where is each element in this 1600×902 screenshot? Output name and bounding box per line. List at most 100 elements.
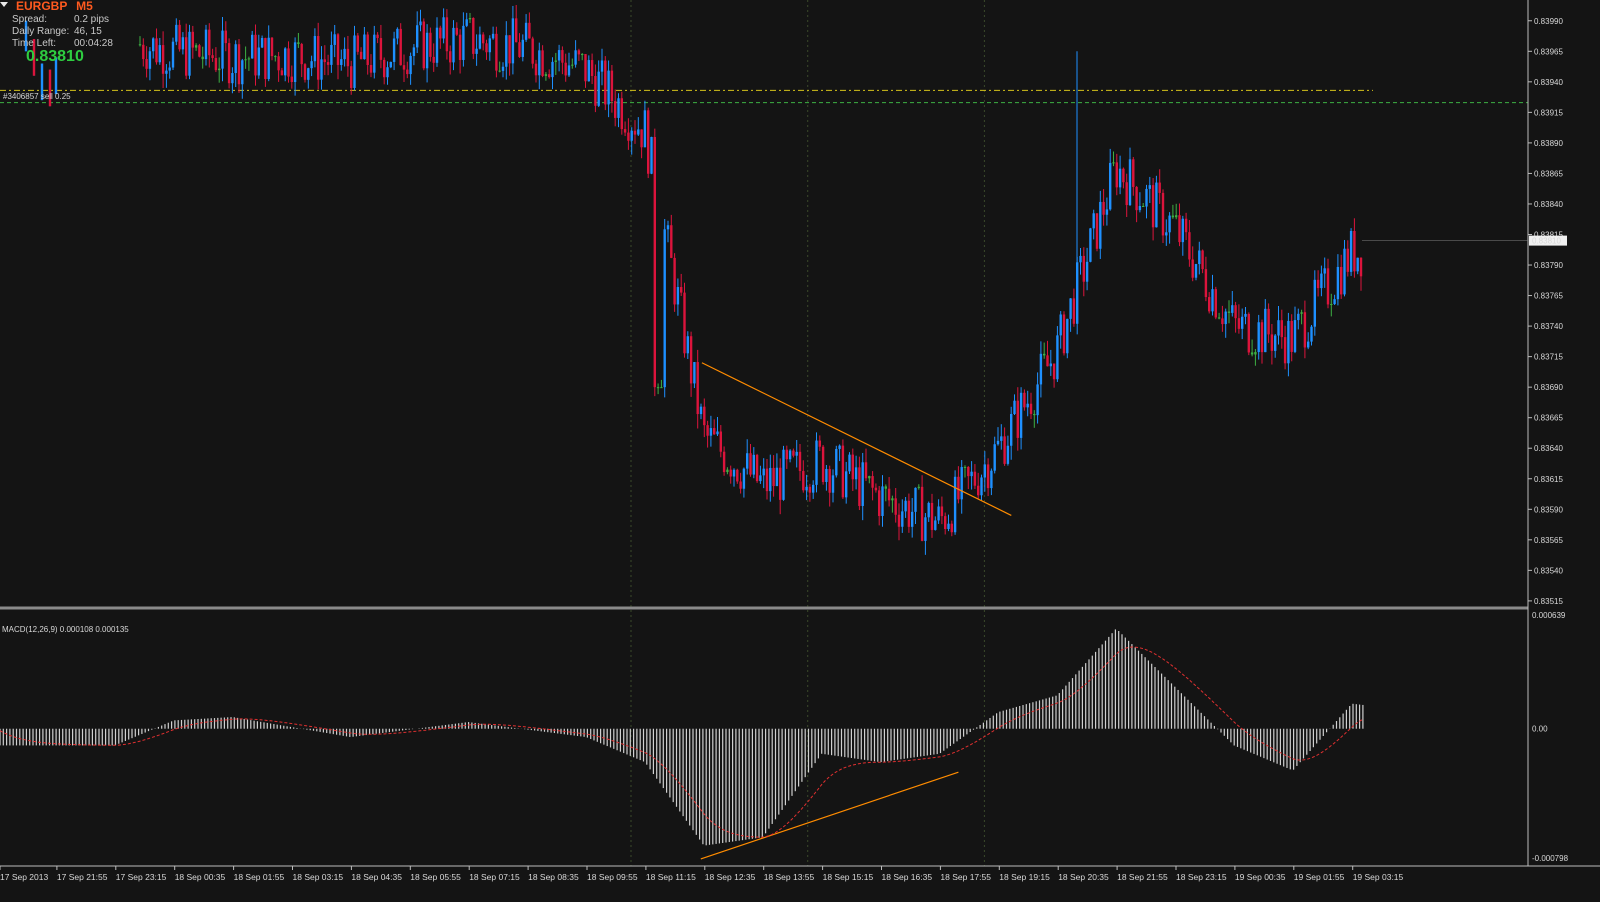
candle[interactable] — [152, 37, 155, 59]
candle[interactable] — [366, 31, 369, 75]
candle[interactable] — [455, 22, 458, 36]
candle[interactable] — [376, 32, 379, 44]
candle[interactable] — [640, 129, 643, 159]
candle[interactable] — [148, 47, 152, 81]
candle[interactable] — [1191, 246, 1194, 282]
candle[interactable] — [911, 498, 914, 538]
candle[interactable] — [696, 349, 699, 429]
candle[interactable] — [1267, 303, 1270, 343]
candle[interactable] — [623, 121, 627, 137]
candle[interactable] — [244, 46, 247, 69]
candle[interactable] — [1217, 312, 1221, 320]
candle[interactable] — [1194, 263, 1198, 281]
candle[interactable] — [241, 58, 244, 99]
candle[interactable] — [422, 18, 425, 71]
candle[interactable] — [1023, 389, 1026, 411]
candle[interactable] — [1224, 308, 1227, 338]
candle[interactable] — [739, 472, 742, 494]
candle[interactable] — [604, 56, 607, 111]
candle[interactable] — [1330, 293, 1333, 317]
candle[interactable] — [518, 33, 521, 58]
candle[interactable] — [907, 493, 911, 533]
candle[interactable] — [1343, 240, 1346, 297]
candle[interactable] — [881, 475, 884, 527]
candle[interactable] — [864, 448, 868, 481]
candle[interactable] — [835, 445, 838, 478]
candle[interactable] — [297, 32, 300, 48]
candle[interactable] — [165, 64, 168, 88]
candle[interactable] — [1010, 406, 1013, 460]
candle[interactable] — [161, 31, 165, 89]
candle[interactable] — [392, 31, 396, 71]
candle[interactable] — [40, 63, 44, 101]
candle[interactable] — [587, 55, 590, 82]
candle[interactable] — [1089, 227, 1092, 263]
candle[interactable] — [178, 20, 181, 52]
candle[interactable] — [231, 67, 234, 94]
candle[interactable] — [755, 453, 759, 483]
candle[interactable] — [670, 214, 673, 259]
candle[interactable] — [1069, 298, 1072, 332]
candle[interactable] — [247, 56, 251, 71]
candle[interactable] — [1310, 324, 1313, 346]
candle[interactable] — [584, 54, 587, 88]
candle[interactable] — [1062, 311, 1066, 356]
candle[interactable] — [468, 12, 472, 23]
candle[interactable] — [1254, 349, 1257, 366]
candle[interactable] — [402, 54, 406, 83]
candle[interactable] — [1356, 257, 1359, 275]
candle[interactable] — [1029, 392, 1033, 420]
candle[interactable] — [934, 516, 937, 531]
candle[interactable] — [752, 447, 755, 479]
candle[interactable] — [528, 12, 531, 39]
candle[interactable] — [511, 5, 515, 75]
candle[interactable] — [617, 93, 620, 128]
candle[interactable] — [937, 499, 940, 524]
candle[interactable] — [1198, 241, 1201, 275]
candle[interactable] — [260, 35, 264, 49]
candle[interactable] — [343, 37, 346, 67]
candle[interactable] — [544, 72, 548, 81]
candle[interactable] — [1280, 309, 1283, 349]
candle[interactable] — [1122, 167, 1125, 189]
candle[interactable] — [637, 117, 640, 136]
candle[interactable] — [924, 513, 927, 555]
candle[interactable] — [1151, 178, 1155, 241]
candle[interactable] — [841, 439, 845, 500]
candle[interactable] — [145, 46, 148, 78]
candle[interactable] — [953, 470, 957, 535]
candle[interactable] — [1349, 228, 1353, 276]
candle[interactable] — [683, 282, 686, 358]
macd-pane[interactable] — [0, 606, 1528, 846]
candle[interactable] — [48, 69, 52, 107]
candle[interactable] — [1079, 248, 1082, 275]
candle[interactable] — [409, 52, 412, 85]
candle[interactable] — [594, 64, 597, 113]
candle[interactable] — [887, 477, 891, 507]
candle[interactable] — [871, 471, 874, 501]
candle[interactable] — [798, 443, 802, 481]
candle[interactable] — [732, 468, 736, 487]
candle[interactable] — [779, 458, 782, 515]
candle[interactable] — [1231, 290, 1234, 317]
candle[interactable] — [168, 61, 171, 79]
candle[interactable] — [1303, 300, 1307, 359]
candle[interactable] — [1056, 326, 1059, 382]
candle[interactable] — [769, 454, 772, 502]
candle[interactable] — [303, 63, 307, 83]
candle[interactable] — [138, 36, 142, 47]
candle[interactable] — [300, 42, 303, 78]
candle[interactable] — [1201, 249, 1204, 274]
candle[interactable] — [204, 24, 208, 66]
candle[interactable] — [1046, 340, 1049, 367]
candle[interactable] — [505, 21, 508, 80]
candle[interactable] — [647, 107, 650, 179]
candle[interactable] — [709, 415, 713, 447]
candle[interactable] — [1260, 319, 1264, 364]
candle[interactable] — [901, 499, 904, 533]
candle[interactable] — [1145, 184, 1148, 219]
candle[interactable] — [1274, 333, 1277, 358]
candle[interactable] — [614, 89, 617, 127]
candle[interactable] — [802, 460, 805, 493]
